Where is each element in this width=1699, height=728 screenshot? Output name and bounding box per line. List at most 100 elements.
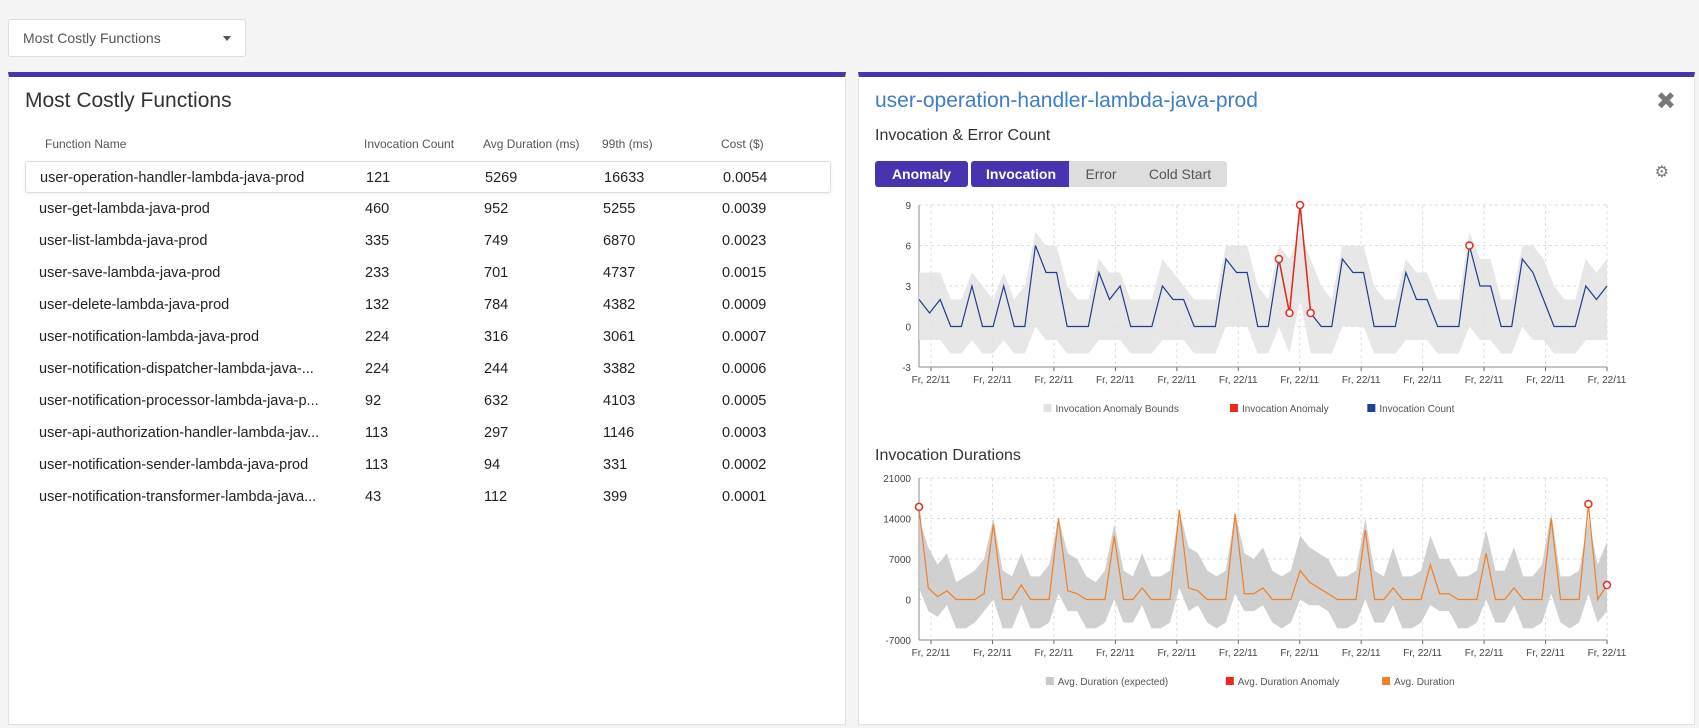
legend-swatch	[1045, 677, 1054, 685]
y-tick-label: -7000	[885, 636, 911, 647]
anomaly-point[interactable]	[1584, 499, 1593, 509]
legend-label[interactable]: Avg. Duration (expected)	[1058, 677, 1168, 688]
anomaly-point[interactable]	[1465, 241, 1474, 250]
y-tick-label: 0	[905, 596, 911, 607]
x-tick-label: Fr, 22/11	[1096, 375, 1135, 386]
error-button[interactable]: Error	[1069, 161, 1133, 187]
legend-swatch	[1382, 677, 1391, 685]
invocation-count-cell: 113	[365, 425, 389, 441]
avg-duration-cell: 244	[484, 361, 509, 377]
anomaly-button[interactable]: Anomaly	[875, 161, 968, 187]
table-row[interactable]: user-notification-transformer-lambda-jav…	[25, 481, 831, 513]
table-row[interactable]: user-save-lambda-java-prod 233 701 4737 0.00…	[25, 257, 831, 289]
column-header-cost[interactable]: Cost ($)	[721, 137, 764, 151]
column-header-avg-duration[interactable]: Avg Duration (ms)	[483, 137, 580, 151]
avg-duration-cell: 5269	[485, 170, 518, 186]
x-tick-label: Fr, 22/11	[1465, 648, 1504, 659]
legend-label[interactable]: Invocation Anomaly Bounds	[1055, 404, 1178, 415]
anomaly-bounds-band	[919, 509, 1607, 629]
p99-cell: 6870	[603, 233, 636, 249]
table-row[interactable]: user-notification-lambda-java-prod 224 316…	[25, 321, 831, 353]
avg-duration-cell: 316	[484, 329, 509, 345]
legend-swatch	[1229, 404, 1238, 412]
p99-cell: 16633	[604, 170, 645, 186]
invocation-count-cell: 121	[366, 170, 391, 186]
avg-duration-cell: 784	[484, 297, 509, 313]
p99-cell: 399	[603, 489, 628, 505]
anomaly-point[interactable]	[1602, 580, 1612, 590]
p99-cell: 4103	[603, 393, 636, 409]
table-row[interactable]: user-notification-sender-lambda-java-pro…	[25, 449, 831, 481]
function-name-cell: user-notification-lambda-java-prod	[39, 329, 260, 345]
x-tick-label: Fr, 22/11	[1403, 648, 1442, 659]
p99-cell: 4382	[603, 297, 636, 313]
chevron-down-icon	[223, 35, 231, 41]
table-row[interactable]: user-api-authorization-handler-lambda-ja…	[25, 417, 831, 449]
cost-cell: 0.0009	[722, 297, 767, 313]
column-header-function-name[interactable]: Function Name	[45, 137, 127, 151]
y-tick-label: 9	[905, 201, 911, 212]
y-tick-label: 7000	[889, 555, 912, 566]
anomaly-point[interactable]	[1274, 254, 1284, 264]
legend-label[interactable]: Avg. Duration	[1394, 677, 1454, 688]
anomaly-segment	[1299, 204, 1312, 314]
anomaly-point[interactable]	[1306, 308, 1315, 318]
cost-cell: 0.0039	[722, 201, 767, 217]
cost-cell: 0.0005	[722, 393, 767, 409]
legend-swatch	[1043, 404, 1052, 412]
function-name-cell: user-api-authorization-handler-lambda-ja…	[39, 425, 320, 441]
column-header-p99[interactable]: 99th (ms)	[602, 137, 653, 151]
function-name-cell: user-notification-dispatcher-lambda-java…	[39, 361, 314, 377]
view-selector-dropdown[interactable]: Most Costly Functions	[8, 19, 246, 57]
function-name-cell: user-notification-transformer-lambda-jav…	[39, 489, 317, 505]
table-row[interactable]: user-delete-lambda-java-prod 132 784 4382 0.…	[25, 289, 831, 321]
costly-functions-panel: Most Costly Functions Function Name Invo…	[8, 72, 846, 725]
anomaly-point[interactable]	[1295, 200, 1305, 210]
functions-table: user-operation-handler-lambda-java-prod 1…	[25, 161, 831, 513]
table-row[interactable]: user-operation-handler-lambda-java-prod 1…	[25, 161, 831, 193]
function-name-cell: user-get-lambda-java-prod	[39, 201, 210, 217]
cost-cell: 0.0015	[722, 265, 767, 281]
x-tick-label: Fr, 22/11	[1219, 648, 1258, 659]
y-tick-label: 6	[905, 242, 911, 253]
close-icon[interactable]: ✖	[1655, 88, 1676, 115]
legend-label[interactable]: Avg. Duration Anomaly	[1238, 677, 1340, 688]
y-tick-label: 3	[905, 282, 911, 293]
function-name-cell: user-list-lambda-java-prod	[39, 233, 208, 249]
invocation-count-cell: 113	[365, 457, 389, 473]
cost-cell: 0.0002	[722, 457, 767, 473]
legend-swatch	[1367, 404, 1376, 412]
view-selector-value: Most Costly Functions	[23, 30, 161, 46]
cost-cell: 0.0007	[722, 329, 767, 345]
p99-cell: 3382	[603, 361, 636, 377]
invocation-count-cell: 233	[365, 265, 390, 281]
table-row[interactable]: user-notification-dispatcher-lambda-java…	[25, 353, 831, 385]
avg-duration-cell: 297	[484, 425, 509, 441]
gear-icon[interactable]: ⚙	[1654, 164, 1669, 181]
table-row[interactable]: user-list-lambda-java-prod 335 749 6870 0.00…	[25, 225, 831, 257]
table-row[interactable]: user-get-lambda-java-prod 460 952 5255 0.003…	[25, 193, 831, 225]
anomaly-bounds-band	[919, 232, 1607, 354]
anomaly-point[interactable]	[1285, 308, 1294, 318]
avg-duration-cell: 701	[484, 265, 509, 281]
anomaly-point[interactable]	[914, 502, 924, 512]
invocation-count-cell: 335	[365, 233, 390, 249]
invocation-count-cell: 224	[365, 361, 390, 377]
invocation-button[interactable]: Invocation	[971, 161, 1069, 187]
x-tick-label: Fr, 22/11	[1342, 648, 1381, 659]
avg-duration-cell: 749	[484, 233, 509, 249]
cold-start-button[interactable]: Cold Start	[1133, 161, 1227, 187]
anomaly-segment	[1288, 204, 1301, 314]
invocation-error-title: Invocation & Error Count	[875, 127, 1051, 144]
table-row[interactable]: user-notification-processor-lambda-java-…	[25, 385, 831, 417]
column-header-invocation-count[interactable]: Invocation Count	[364, 137, 455, 151]
cost-cell: 0.0003	[722, 425, 767, 441]
legend-label[interactable]: Invocation Anomaly	[1242, 404, 1329, 415]
p99-cell: 1146	[603, 425, 635, 441]
metric-toggle-group: Anomaly Invocation Error Cold Start	[875, 161, 1227, 187]
x-tick-label: Fr, 22/11	[1219, 375, 1258, 386]
anomaly-segment	[1278, 258, 1291, 314]
legend-label[interactable]: Invocation Count	[1379, 404, 1454, 415]
y-tick-label: 21000	[883, 474, 911, 485]
avg-duration-cell: 952	[484, 201, 509, 217]
